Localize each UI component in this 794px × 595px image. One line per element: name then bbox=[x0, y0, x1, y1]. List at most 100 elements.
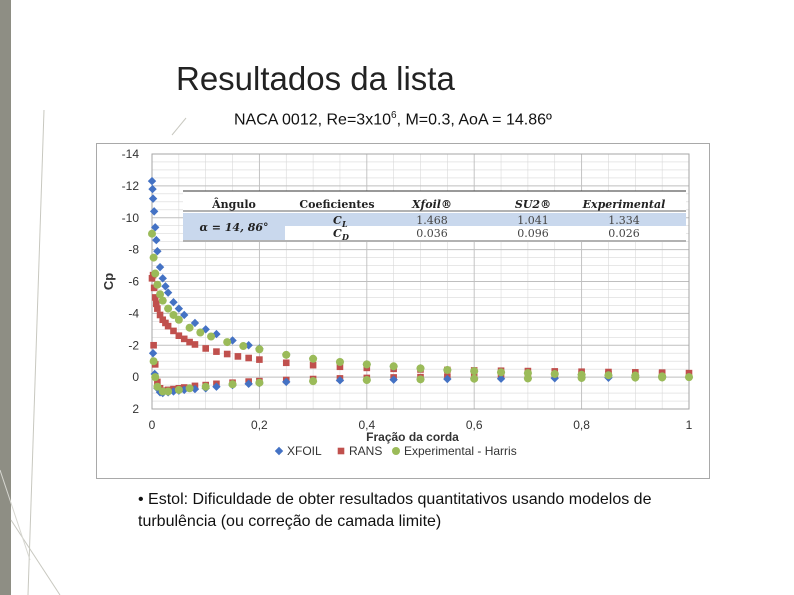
data-point bbox=[201, 382, 210, 391]
data-point bbox=[309, 361, 317, 369]
data-point bbox=[201, 325, 210, 334]
data-point bbox=[362, 375, 371, 384]
data-point bbox=[245, 354, 252, 362]
y-tick-label: -12 bbox=[122, 179, 140, 193]
angle-cell-shade bbox=[183, 213, 285, 240]
data-point bbox=[212, 329, 221, 339]
data-point bbox=[282, 359, 290, 367]
data-point bbox=[256, 356, 263, 363]
data-point bbox=[196, 328, 205, 337]
data-point bbox=[156, 311, 164, 319]
data-point bbox=[158, 274, 167, 283]
slide-title: Resultados da lista bbox=[176, 60, 455, 97]
table-coef-sub-1: D bbox=[341, 232, 349, 242]
legend: XFOIL RANS Experimental - Harris bbox=[274, 444, 517, 458]
data-point bbox=[282, 377, 291, 387]
data-point bbox=[685, 373, 693, 382]
data-point bbox=[234, 353, 242, 360]
table-header-1: Coeficientes bbox=[299, 198, 374, 211]
data-point bbox=[496, 374, 506, 383]
x-tick-label: 0 bbox=[149, 418, 156, 432]
y-tick-label: -6 bbox=[128, 275, 139, 289]
data-point bbox=[156, 290, 165, 299]
data-point bbox=[153, 280, 162, 289]
data-point bbox=[148, 349, 158, 358]
data-point bbox=[362, 360, 371, 369]
x-tick-label: 0,6 bbox=[466, 418, 483, 432]
data-point bbox=[175, 332, 183, 339]
legend-label: XFOIL bbox=[287, 444, 322, 458]
data-point bbox=[604, 371, 613, 380]
legend-label: Experimental - Harris bbox=[404, 444, 517, 458]
table-value: 1.468 bbox=[416, 214, 448, 227]
data-point bbox=[470, 374, 479, 383]
data-point bbox=[190, 318, 200, 328]
data-point bbox=[228, 380, 237, 389]
table-coef-1: C bbox=[333, 227, 342, 240]
legend-marker bbox=[392, 447, 400, 455]
data-point bbox=[151, 223, 160, 232]
data-point bbox=[152, 300, 160, 308]
data-point bbox=[151, 373, 160, 382]
data-point bbox=[169, 310, 178, 319]
cl-row-shade bbox=[285, 213, 686, 226]
y-tick-label: -8 bbox=[128, 243, 139, 257]
legend-label: RANS bbox=[349, 444, 382, 458]
data-point bbox=[309, 354, 318, 363]
x-tick-label: 0,8 bbox=[573, 418, 590, 432]
data-point bbox=[336, 363, 344, 371]
data-point bbox=[389, 362, 398, 371]
y-tick-label: -10 bbox=[122, 211, 140, 225]
table-coef-sub-0: L bbox=[341, 219, 348, 229]
data-point bbox=[416, 364, 425, 373]
data-point bbox=[244, 341, 253, 350]
data-point bbox=[185, 323, 194, 332]
data-point bbox=[577, 373, 586, 382]
coefficients-table: Ângulo Coeficientes Xfoil® SU2® Experimental… bbox=[183, 190, 686, 242]
table-header-3: SU2® bbox=[515, 198, 551, 211]
data-point bbox=[443, 365, 452, 374]
table-coef-0: C bbox=[333, 214, 342, 227]
data-point bbox=[631, 373, 640, 382]
x-tick-label: 0,2 bbox=[251, 418, 268, 432]
legend-marker bbox=[274, 446, 284, 456]
data-point bbox=[335, 376, 345, 385]
data-point bbox=[149, 207, 159, 216]
data-point bbox=[213, 348, 220, 355]
x-tick-label: 0,4 bbox=[358, 418, 375, 432]
data-point bbox=[223, 350, 231, 358]
chart-frame: -14 -12 -10 -8 -6 -4 -2 0 2 0 0,2 0,4 0,6 0,8 1 Cp Fraçã… bbox=[96, 143, 710, 479]
data-point bbox=[255, 345, 264, 354]
table-value: 1.334 bbox=[608, 214, 640, 227]
data-point bbox=[150, 284, 158, 292]
data-point bbox=[443, 374, 452, 384]
data-point bbox=[202, 345, 209, 352]
data-point bbox=[149, 357, 158, 366]
data-point bbox=[416, 375, 425, 384]
data-point bbox=[163, 288, 173, 297]
data-point bbox=[186, 338, 193, 346]
data-point bbox=[239, 342, 248, 351]
data-point bbox=[155, 262, 165, 272]
chart-subtitle: NACA 0012, Re=3x106, M=0.3, AoA = 14.86º bbox=[234, 110, 552, 129]
data-point bbox=[212, 382, 221, 391]
data-point bbox=[152, 235, 161, 245]
data-point bbox=[180, 335, 188, 343]
data-point bbox=[174, 385, 183, 394]
data-point bbox=[191, 341, 199, 348]
data-point bbox=[658, 373, 667, 382]
series-experimental-harris bbox=[148, 229, 693, 396]
data-point bbox=[174, 315, 183, 324]
data-point bbox=[164, 387, 173, 396]
data-point bbox=[161, 282, 170, 291]
data-point bbox=[149, 253, 158, 262]
data-point bbox=[282, 350, 291, 359]
data-point bbox=[185, 384, 194, 393]
table-angle: α = 14, 86° bbox=[199, 221, 268, 234]
y-tick-label: 2 bbox=[132, 402, 139, 416]
table-value: 0.096 bbox=[517, 227, 549, 240]
data-point bbox=[151, 269, 160, 278]
data-point bbox=[148, 184, 157, 194]
